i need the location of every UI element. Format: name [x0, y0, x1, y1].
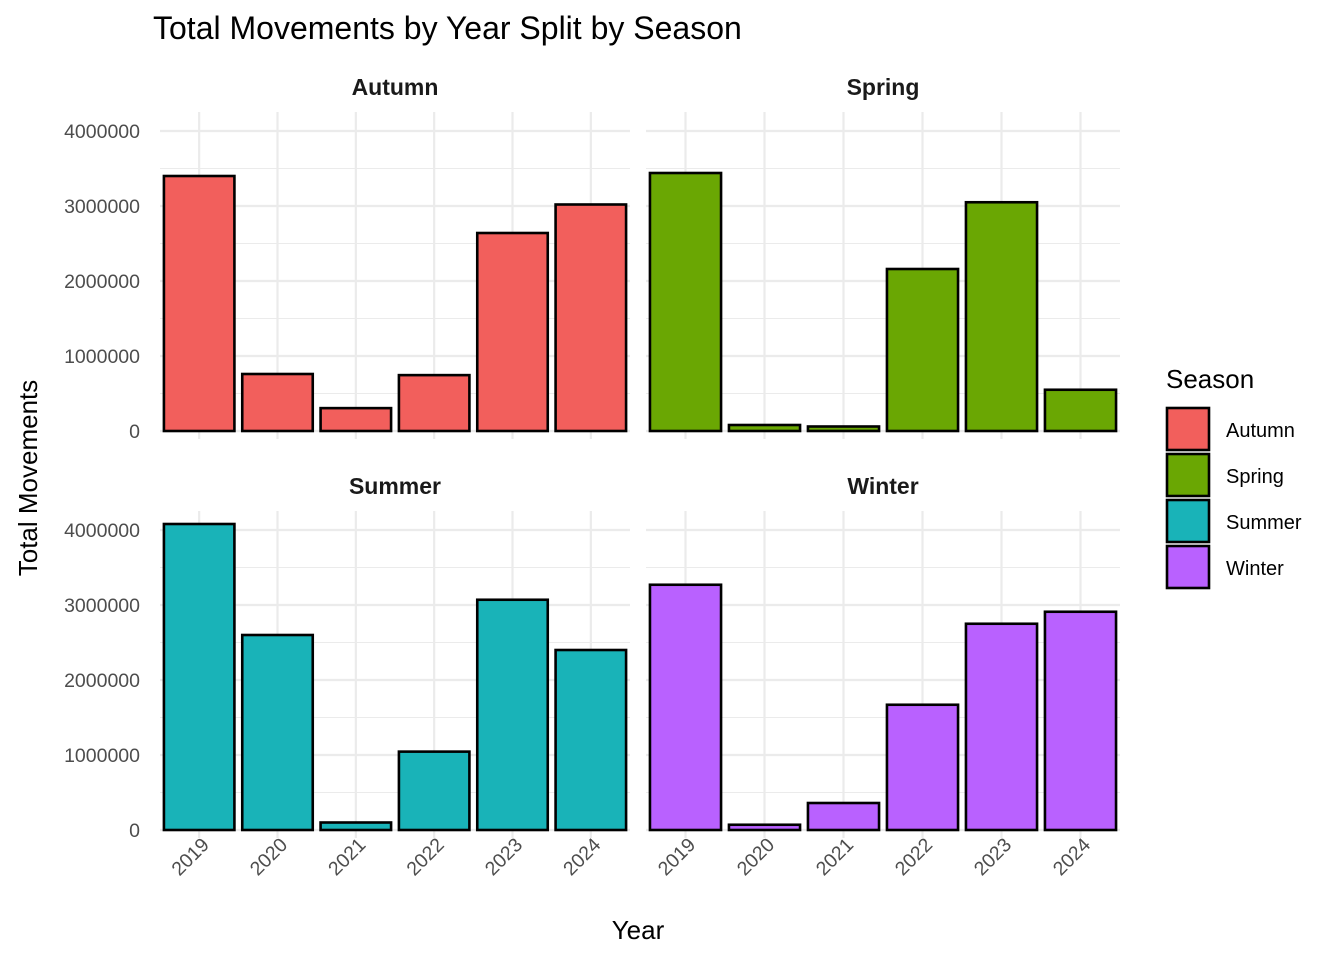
legend-label: Winter — [1226, 558, 1284, 580]
bar-summer-2023 — [475, 598, 550, 832]
legend-entries: Autumn Spring Summer Winter — [1165, 406, 1302, 590]
bar-spring-2021 — [806, 425, 881, 433]
bar-summer-2019 — [162, 522, 236, 832]
bar-spring-2020 — [727, 423, 802, 433]
bar-winter-2021 — [806, 801, 881, 832]
y-tick-label: 2000000 — [64, 670, 140, 692]
facet-label-autumn: Autumn — [352, 74, 439, 100]
legend-entry-summer: Summer — [1165, 498, 1302, 544]
legend-label: Summer — [1226, 512, 1302, 534]
bar-spring-2023 — [964, 200, 1039, 433]
facet-label-spring: Spring — [847, 74, 920, 100]
y-tick-label: 0 — [129, 820, 140, 842]
x-tick-label: 2020 — [733, 834, 779, 880]
y-axis-title: Total Movements — [13, 380, 43, 577]
x-tick-label: 2020 — [246, 834, 292, 880]
chart-title: Total Movements by Year Split by Season — [153, 10, 742, 46]
legend-swatch — [1165, 544, 1211, 590]
bar-summer-2020 — [240, 633, 315, 832]
y-tick-label: 3000000 — [64, 196, 140, 218]
bar-summer-2022 — [397, 750, 471, 832]
y-tick-label: 0 — [129, 421, 140, 443]
y-tick-label: 2000000 — [64, 271, 140, 293]
bar-summer-2024 — [554, 648, 628, 832]
bar-winter-2020 — [727, 823, 802, 832]
x-tick-label: 2024 — [1049, 834, 1095, 880]
y-tick-label: 4000000 — [64, 121, 140, 143]
bar-autumn-2020 — [240, 372, 315, 433]
legend-label: Spring — [1226, 466, 1284, 488]
facet-panels: Autumn 0 1000000 2000000 3000000 4000000 Sprin… — [64, 74, 1120, 880]
y-tick-label: 1000000 — [64, 346, 140, 368]
bar-winter-2019 — [648, 583, 723, 832]
bar-autumn-2021 — [319, 406, 393, 433]
bar-winter-2023 — [964, 622, 1039, 832]
bar-spring-2022 — [885, 267, 960, 433]
bar-summer-2021 — [319, 821, 393, 832]
panel-summer: Summer 0 1000000 2000000 3000000 4000000 2019 2… — [64, 473, 630, 880]
legend-entry-autumn: Autumn — [1165, 406, 1295, 452]
panel-winter: Winter 2019 2020 2021 2022 2023 2024 — [646, 473, 1120, 880]
facet-label-winter: Winter — [847, 473, 918, 499]
x-tick-label: 2019 — [654, 834, 700, 880]
x-tick-label: 2019 — [167, 834, 213, 880]
bar-autumn-2023 — [475, 231, 550, 433]
bar-winter-2022 — [885, 703, 960, 832]
x-tick-label: 2022 — [402, 834, 448, 880]
panel-spring: Spring — [646, 74, 1120, 439]
bar-autumn-2019 — [162, 174, 236, 433]
y-tick-label: 4000000 — [64, 520, 140, 542]
bar-autumn-2024 — [554, 203, 628, 433]
x-tick-label: 2022 — [891, 834, 937, 880]
legend-swatch — [1165, 498, 1211, 544]
bar-spring-2024 — [1043, 388, 1118, 433]
y-tick-label: 3000000 — [64, 595, 140, 617]
legend-label: Autumn — [1226, 420, 1295, 442]
bar-winter-2024 — [1043, 610, 1118, 832]
x-tick-label: 2024 — [559, 834, 605, 880]
x-tick-label: 2023 — [970, 834, 1016, 880]
bar-autumn-2022 — [397, 373, 471, 433]
x-axis-title: Year — [612, 915, 665, 945]
legend-entry-winter: Winter — [1165, 544, 1284, 590]
legend-entry-spring: Spring — [1165, 452, 1284, 498]
facet-label-summer: Summer — [349, 473, 441, 499]
x-tick-label: 2021 — [324, 834, 370, 880]
legend-title: Season — [1166, 364, 1254, 394]
y-tick-label: 1000000 — [64, 745, 140, 767]
bar-spring-2019 — [648, 171, 723, 433]
legend: Season Autumn Spring Summer Winter — [1165, 364, 1302, 590]
x-tick-label: 2023 — [481, 834, 527, 880]
x-tick-label: 2021 — [812, 834, 858, 880]
legend-swatch — [1165, 452, 1211, 498]
legend-swatch — [1165, 406, 1211, 452]
panel-autumn: Autumn 0 1000000 2000000 3000000 4000000 — [64, 74, 630, 443]
